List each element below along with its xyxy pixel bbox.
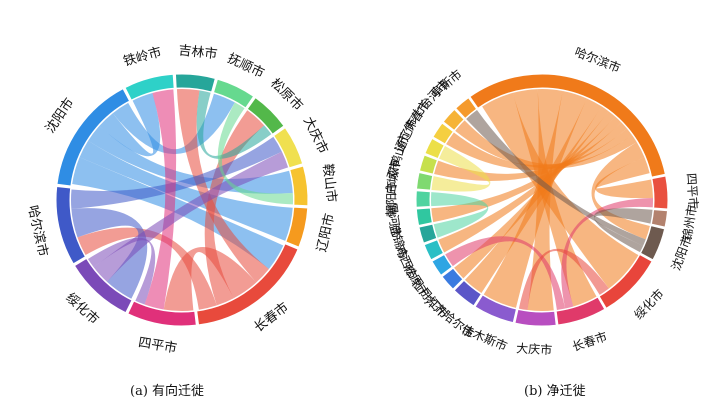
segment-arc-10 — [431, 253, 453, 276]
segment-arc-8 — [453, 279, 482, 307]
segment-label-3: 沈阳市 — [668, 233, 695, 272]
segment-label-9: 绥化市 — [63, 290, 103, 328]
segment-label-8: 四平市 — [137, 334, 178, 356]
chord-ribbon-15 — [466, 110, 646, 246]
segment-label-15: 白城市 — [383, 158, 403, 196]
chord-ribbon-16 — [593, 208, 653, 253]
segment-arc-5 — [289, 165, 309, 207]
chord-ribbon-7 — [431, 116, 622, 223]
segment-arc-3 — [246, 96, 285, 135]
segment-label-11: 沈阳市 — [42, 95, 77, 136]
chord-ribbon-19 — [431, 145, 491, 192]
segment-arc-8 — [127, 300, 197, 327]
chord-ribbon-11 — [144, 89, 177, 310]
segment-label-0: 铁岭市 — [122, 44, 164, 70]
segment-arc-11 — [423, 239, 445, 261]
segment-label-10: 哈尔滨市 — [25, 204, 52, 258]
chord-ribbon-12 — [93, 151, 289, 282]
chord-ribbon-18 — [431, 192, 489, 238]
caption-b: (b) 净迁徙 — [524, 384, 586, 399]
segment-arc-9 — [73, 257, 133, 314]
segment-label-20: 阜新市 — [427, 66, 464, 100]
chord-ribbon-4 — [112, 93, 235, 155]
chord-ribbon-1 — [79, 140, 293, 241]
segment-label-4: 大庆市 — [300, 114, 331, 156]
chord-ribbon-15 — [87, 237, 156, 305]
segment-label-6: 辽阳市 — [314, 212, 338, 254]
chord-ribbon-14 — [217, 102, 293, 205]
segment-label-14: 朝阳市 — [383, 181, 398, 217]
ribbons — [70, 89, 293, 312]
segment-arc-11 — [56, 87, 131, 187]
ribbons — [431, 89, 653, 312]
segment-label-4: 绥化市 — [631, 286, 667, 322]
segment-arc-20 — [454, 96, 478, 120]
segment-arc-15 — [415, 171, 434, 191]
segment-arc-17 — [424, 137, 445, 160]
segment-arc-10 — [55, 185, 87, 265]
chord-ribbon-5 — [176, 89, 269, 283]
segment-label-5: 鞍山市 — [319, 163, 339, 204]
chord-diagram-b: 哈尔滨市四平市锦州市沈阳市绥化市长春市大庆市佳木斯市齐齐哈尔市牡丹江市松原市鸡西… — [383, 44, 702, 357]
segment-arc-12 — [418, 223, 438, 244]
chord-ribbon-6 — [438, 111, 616, 253]
segment-label-3: 松原市 — [267, 75, 306, 114]
chord-ribbon-10 — [455, 120, 637, 169]
segment-arc-2 — [650, 209, 669, 228]
segment-label-13: 黑河市 — [385, 202, 405, 240]
segment-arc-18 — [432, 122, 454, 145]
segment-arc-9 — [441, 267, 464, 290]
segment-arc-7 — [474, 294, 518, 324]
segment-arc-0 — [124, 73, 175, 101]
segment-arc-6 — [285, 206, 309, 248]
segment-arc-16 — [418, 154, 439, 175]
segment-arc-13 — [415, 207, 433, 227]
segment-arc-19 — [442, 108, 465, 132]
segment-arc-1 — [651, 175, 669, 210]
segment-arc-3 — [639, 225, 666, 261]
chord-ribbon-17 — [518, 248, 609, 311]
segment-arc-7 — [196, 243, 299, 326]
segment-arc-1 — [174, 73, 216, 93]
segment-arc-2 — [212, 78, 255, 109]
segment-label-0: 哈尔滨市 — [573, 44, 623, 76]
chord-ribbon-8 — [77, 227, 217, 310]
chord-ribbon-5 — [454, 106, 609, 279]
segment-arc-5 — [555, 296, 606, 326]
chord-ribbon-3 — [99, 93, 161, 157]
segment-label-2: 抚顺市 — [225, 50, 267, 81]
segment-label-5: 长春市 — [570, 328, 609, 354]
segment-arc-4 — [273, 127, 304, 169]
segment-label-6: 大庆市 — [516, 340, 553, 357]
chord-ribbon-10 — [70, 136, 282, 209]
segment-label-1: 吉林市 — [178, 42, 219, 62]
segment-arc-4 — [598, 253, 653, 310]
segment-label-2: 锦州市 — [679, 204, 699, 242]
chord-ribbon-0 — [482, 92, 639, 289]
caption-a: (a) 有向迁徙 — [130, 384, 205, 399]
segment-arc-14 — [415, 190, 431, 208]
chord-ribbon-9 — [71, 208, 148, 299]
chord-ribbon-13 — [561, 198, 653, 309]
segment-arc-0 — [469, 73, 666, 178]
chord-ribbon-13 — [196, 90, 272, 159]
chord-ribbon-1 — [512, 89, 597, 307]
segment-label-1: 四平市 — [684, 173, 701, 210]
chord-ribbon-8 — [434, 122, 627, 181]
chord-ribbon-12 — [595, 157, 653, 199]
segment-arc-6 — [514, 308, 557, 327]
segment-label-7: 长春市 — [251, 299, 292, 335]
